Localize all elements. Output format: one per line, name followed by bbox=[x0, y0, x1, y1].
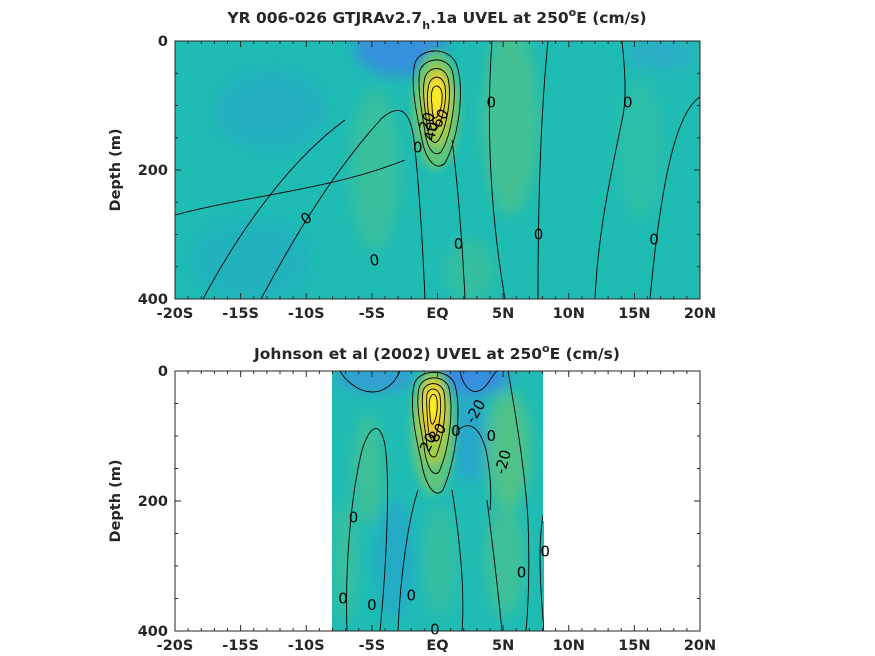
contour-line bbox=[412, 371, 459, 494]
contour-line bbox=[457, 425, 492, 511]
y-tick-label: 0 bbox=[158, 34, 168, 50]
heatmap-bottom bbox=[332, 371, 544, 631]
contour-line bbox=[426, 388, 442, 441]
contour-line bbox=[412, 50, 461, 167]
contour-line bbox=[539, 514, 544, 631]
y-tick-label: 0 bbox=[158, 364, 168, 380]
missing-data-gap bbox=[543, 371, 544, 521]
contour-line bbox=[430, 85, 443, 119]
x-tick-label: 5N bbox=[492, 638, 514, 654]
field-weak-north bbox=[486, 390, 530, 510]
y-tick-label: 400 bbox=[138, 292, 168, 308]
contour-line bbox=[488, 41, 506, 299]
field-weak-south-deep bbox=[333, 500, 357, 620]
contour-line bbox=[507, 371, 530, 631]
contour-line bbox=[428, 394, 438, 425]
y-axis-label-bottom: Depth (m) bbox=[108, 460, 124, 543]
field-weak-far-north bbox=[618, 80, 662, 220]
contour-label: -20 bbox=[491, 448, 515, 476]
field-negative-west bbox=[215, 70, 325, 150]
x-tick-label: -10S bbox=[288, 638, 325, 654]
field-negative-surface-south bbox=[335, 371, 415, 392]
x-tick-label: 20N bbox=[684, 306, 716, 322]
y-tick-label: 400 bbox=[138, 624, 168, 640]
x-tick-label: 10N bbox=[553, 638, 585, 654]
x-tick-label: -20S bbox=[157, 638, 194, 654]
contour-line bbox=[397, 489, 419, 631]
contour-label: 0 bbox=[413, 138, 423, 156]
field-negative-deep-south bbox=[375, 500, 415, 620]
contour-label: 0 bbox=[367, 596, 377, 614]
field-negative-south bbox=[190, 220, 310, 299]
x-tick-label: -10S bbox=[288, 306, 325, 322]
x-tick-label: 15N bbox=[618, 306, 650, 322]
field-weak-north-deep bbox=[485, 505, 525, 615]
jet-core-peak bbox=[431, 81, 443, 113]
field-weak-north bbox=[482, 41, 538, 215]
contour-label: 0 bbox=[338, 590, 348, 608]
contour-line bbox=[427, 76, 446, 132]
axis-ticks-bottom: -20S -15S -10S -5S EQ 5N 10N 15N 20N 0 200 400 bbox=[138, 364, 716, 654]
panel-top-title: YR 006-026 GTJRAv2.7h.1a UVEL at 250oE (… bbox=[226, 6, 646, 32]
contour-label: 0 bbox=[534, 226, 544, 244]
y-tick-label: 200 bbox=[138, 163, 168, 179]
contour-label: 0 bbox=[454, 235, 464, 253]
x-tick-label: -20S bbox=[157, 306, 194, 322]
x-tick-label: 10N bbox=[553, 306, 585, 322]
x-tick-label: -5S bbox=[359, 306, 386, 322]
contour-line bbox=[594, 41, 626, 299]
contour-label: 40 bbox=[420, 120, 441, 142]
contour-line bbox=[649, 96, 700, 299]
contour-line bbox=[451, 139, 466, 299]
x-tick-label: -5S bbox=[359, 638, 386, 654]
contour-line bbox=[202, 119, 346, 299]
contour-line bbox=[537, 41, 549, 299]
contour-line bbox=[346, 428, 388, 631]
panel-bottom: Johnson et al (2002) UVEL at 250oE (cm/s… bbox=[108, 342, 716, 654]
x-tick-label: 20N bbox=[684, 638, 716, 654]
y-axis-label-top: Depth (m) bbox=[108, 129, 124, 212]
field-negative-surface-north bbox=[430, 371, 510, 394]
field-weak-south bbox=[350, 90, 400, 250]
y-tick-label: 200 bbox=[138, 494, 168, 510]
x-tick-label: EQ bbox=[426, 306, 448, 322]
heatmap-top bbox=[175, 41, 700, 299]
contour-label: 0 bbox=[487, 427, 497, 445]
contour-label: 0 bbox=[487, 93, 497, 111]
contour-line bbox=[175, 159, 406, 216]
contour-label: 0 bbox=[451, 422, 461, 440]
panel-bottom-title: Johnson et al (2002) UVEL at 250oE (cm/s… bbox=[253, 342, 620, 363]
contour-line bbox=[486, 499, 503, 631]
contour-label: 0 bbox=[540, 543, 550, 561]
contour-label: 0 bbox=[406, 586, 416, 604]
contour-label: 0 bbox=[368, 251, 381, 270]
field-negative-subsurface bbox=[452, 395, 488, 485]
contour-line bbox=[339, 371, 401, 393]
contour-label: 0 bbox=[430, 621, 440, 639]
contour-line bbox=[423, 68, 450, 143]
x-tick-label: 5N bbox=[492, 306, 514, 322]
contour-line bbox=[417, 377, 452, 474]
x-tick-label: 15N bbox=[618, 638, 650, 654]
field-north-surface bbox=[625, 41, 695, 70]
contour-line bbox=[451, 489, 464, 631]
contour-label: 0 bbox=[349, 508, 359, 526]
contour-label: 0 bbox=[517, 564, 527, 582]
x-tick-label: -15S bbox=[222, 638, 259, 654]
panel-top: YR 006-026 GTJRAv2.7h.1a UVEL at 250oE (… bbox=[108, 6, 716, 322]
field-weak-deep bbox=[445, 240, 495, 299]
x-tick-label: EQ bbox=[426, 638, 448, 654]
contour-label: 0 bbox=[623, 93, 633, 111]
field-weak-south bbox=[353, 415, 383, 525]
contour-label: 20 bbox=[415, 110, 438, 134]
contour-label: 0 bbox=[649, 231, 659, 249]
field-weak-eq-deep bbox=[424, 505, 456, 615]
contour-line bbox=[421, 383, 446, 458]
x-tick-label: -15S bbox=[222, 306, 259, 322]
contour-line bbox=[418, 59, 455, 155]
contour-line bbox=[260, 109, 426, 299]
